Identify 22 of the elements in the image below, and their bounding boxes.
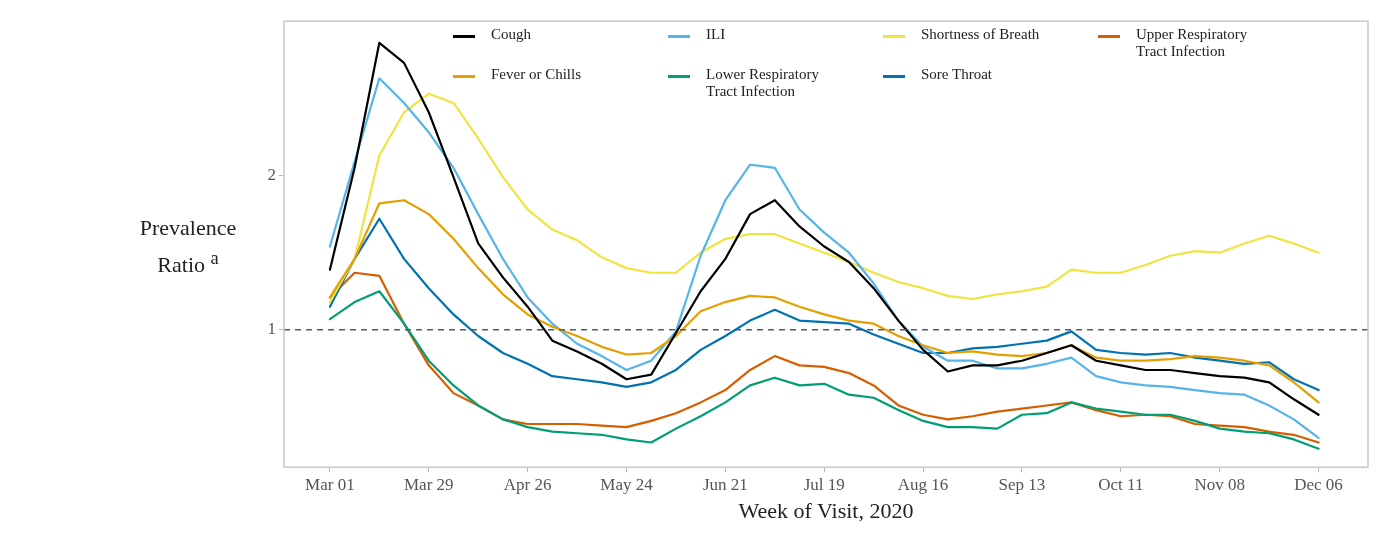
legend-label: Upper Respiratory Tract Infection [1136,26,1249,60]
legend-label: ILI [706,26,726,43]
x-tick-label: Mar 29 [403,474,454,494]
x-tick-label: Nov 08 [1194,474,1245,494]
x-tick-label: May 24 [600,474,654,494]
legend-label: Fever or Chills [491,66,581,83]
legend-label: Shortness of Breath [921,26,1040,43]
legend-label: Cough [491,26,532,43]
x-tick-label: Sep 13 [998,474,1046,494]
x-tick-label: Mar 01 [305,474,355,494]
x-tick-label: Oct 11 [1098,474,1144,494]
legend-label: Sore Throat [921,66,992,83]
x-tick-label: Jul 19 [803,474,845,494]
x-tick-label: Aug 16 [897,474,949,494]
y-tick-label: 2 [267,164,276,184]
x-axis-title: Week of Visit, 2020 [738,497,914,523]
x-tick-label: Dec 06 [1294,474,1343,494]
x-tick-label: Jun 21 [702,474,748,494]
x-tick-label: Apr 26 [503,474,552,494]
legend-label: Lower Respiratory Tract Infection [706,66,820,100]
y-tick-label: 1 [267,319,276,339]
y-axis-title: Prevalence Ratio $^{a}$ [138,214,238,280]
